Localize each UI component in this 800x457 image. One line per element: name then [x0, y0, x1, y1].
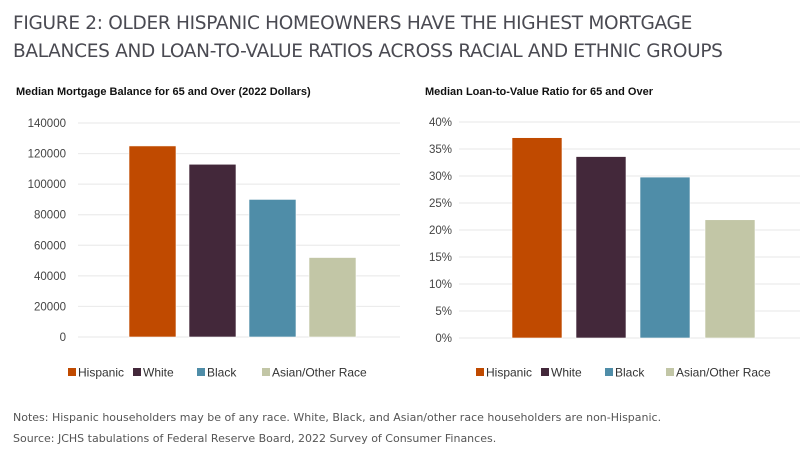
legend-label: Hispanic: [486, 366, 532, 380]
bar-hispanic: [511, 137, 563, 339]
notes-text: Notes: Hispanic householders may be of a…: [13, 411, 662, 424]
y-tick-label: 35%: [429, 144, 452, 156]
chart-title: Median Loan-to-Value Ratio for 65 and Ov…: [425, 86, 654, 98]
legend-swatch: [68, 368, 76, 376]
bar-black: [248, 199, 297, 338]
y-tick-label: 60000: [34, 240, 66, 252]
y-tick-label: 30%: [429, 171, 452, 183]
legend-swatch: [541, 368, 549, 376]
y-tick-label: 40000: [34, 271, 66, 283]
source-text: Source: JCHS tabulations of Federal Rese…: [13, 432, 497, 445]
bar-white: [188, 163, 237, 338]
y-tick-label: 120000: [28, 149, 66, 161]
legend-label: White: [551, 366, 582, 380]
legend-swatch: [666, 368, 674, 376]
y-tick-label: 40%: [429, 117, 452, 129]
bar-asian-other-race: [308, 257, 357, 338]
y-tick-label: 0%: [435, 333, 452, 345]
y-tick-label: 15%: [429, 252, 452, 264]
y-tick-label: 20000: [34, 301, 66, 313]
y-tick-label: 0: [60, 332, 66, 344]
legend-label: Black: [615, 366, 645, 380]
bar-hispanic: [128, 145, 177, 338]
legend-swatch: [133, 368, 141, 376]
bar-white: [575, 156, 627, 339]
legend-swatch: [262, 368, 270, 376]
y-tick-label: 10%: [429, 279, 452, 291]
y-tick-label: 5%: [435, 306, 452, 318]
y-tick-label: 100000: [28, 179, 66, 191]
legend-label: Asian/Other Race: [272, 366, 367, 380]
y-tick-label: 140000: [28, 118, 66, 130]
y-tick-label: 80000: [34, 210, 66, 222]
legend-label: Black: [207, 366, 237, 380]
legend-swatch: [197, 368, 205, 376]
legend-label: Asian/Other Race: [676, 366, 771, 380]
legend-label: Hispanic: [78, 366, 124, 380]
legend-swatch: [476, 368, 484, 376]
legend-swatch: [605, 368, 613, 376]
y-tick-label: 20%: [429, 225, 452, 237]
figure-title: FIGURE 2: OLDER HISPANIC HOMEOWNERS HAVE…: [13, 13, 723, 62]
chart-title: Median Mortgage Balance for 65 and Over …: [16, 86, 311, 98]
bar-black: [639, 176, 691, 339]
y-tick-label: 25%: [429, 198, 452, 210]
legend-label: White: [143, 366, 174, 380]
bar-asian-other-race: [704, 219, 756, 339]
